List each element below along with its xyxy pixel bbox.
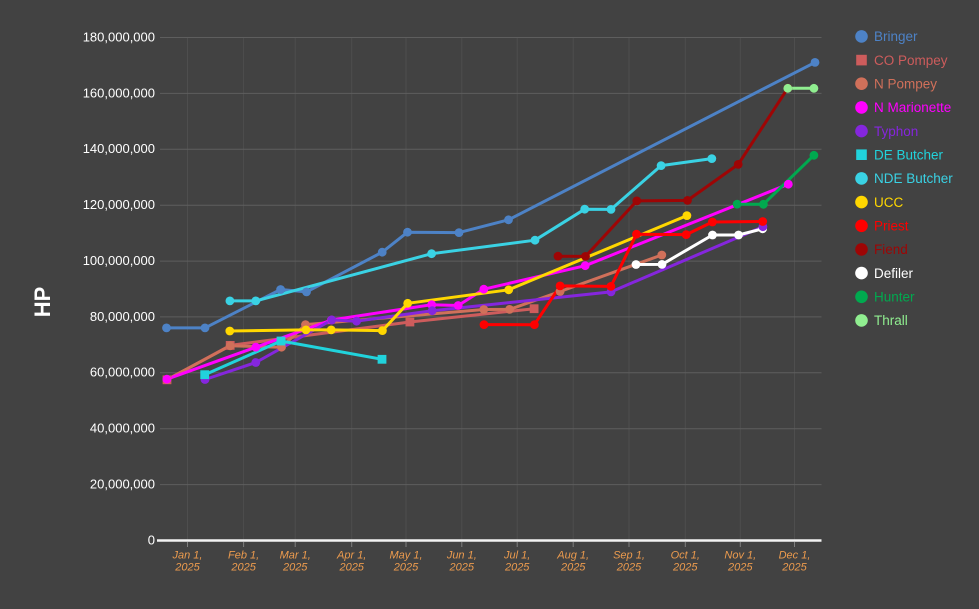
svg-text:20,000,000: 20,000,000 [90,477,155,492]
svg-text:160,000,000: 160,000,000 [83,85,155,100]
svg-text:N Pompey: N Pompey [874,76,937,91]
svg-text:HP: HP [30,287,55,318]
svg-text:NDE Butcher: NDE Butcher [874,171,953,186]
svg-text:0: 0 [148,532,155,547]
svg-text:2025: 2025 [393,562,419,574]
svg-text:Fiend: Fiend [874,242,908,257]
svg-text:Thrall: Thrall [874,313,908,328]
svg-text:2025: 2025 [230,562,256,574]
svg-text:N Marionette: N Marionette [874,100,951,115]
svg-text:2025: 2025 [560,562,586,574]
svg-text:Sep 1,: Sep 1, [613,549,645,561]
svg-text:Typhon: Typhon [874,124,918,139]
svg-text:DE Butcher: DE Butcher [874,147,944,162]
svg-text:120,000,000: 120,000,000 [83,197,155,212]
svg-text:CO Pompey: CO Pompey [874,53,948,68]
svg-text:UCC: UCC [874,195,903,210]
svg-text:2025: 2025 [781,562,807,574]
svg-text:Mar 1,: Mar 1, [280,549,311,561]
svg-text:Bringer: Bringer [874,29,918,44]
svg-text:Apr 1,: Apr 1, [336,549,366,561]
svg-text:Hunter: Hunter [874,290,915,305]
svg-text:Defiler: Defiler [874,266,914,281]
svg-text:Nov 1,: Nov 1, [724,549,756,561]
svg-text:Jul 1,: Jul 1, [503,549,530,561]
svg-text:2025: 2025 [449,562,475,574]
svg-text:2025: 2025 [174,562,200,574]
svg-text:100,000,000: 100,000,000 [83,253,155,268]
svg-text:180,000,000: 180,000,000 [83,29,155,44]
svg-text:Oct 1,: Oct 1, [671,549,700,561]
svg-text:40,000,000: 40,000,000 [90,421,155,436]
svg-text:2025: 2025 [504,562,530,574]
svg-text:80,000,000: 80,000,000 [90,309,155,324]
svg-text:2025: 2025 [338,562,364,574]
svg-text:2025: 2025 [672,562,698,574]
svg-text:Feb 1,: Feb 1, [228,549,259,561]
svg-text:2025: 2025 [727,562,753,574]
svg-text:Priest: Priest [874,219,909,234]
svg-text:Dec 1,: Dec 1, [779,549,811,561]
svg-text:2025: 2025 [616,562,642,574]
svg-text:2025: 2025 [282,562,308,574]
svg-text:Aug 1,: Aug 1, [556,549,589,561]
svg-text:May 1,: May 1, [389,549,422,561]
svg-text:Jun 1,: Jun 1, [446,549,477,561]
svg-text:60,000,000: 60,000,000 [90,365,155,380]
svg-text:Jan 1,: Jan 1, [172,549,203,561]
svg-text:140,000,000: 140,000,000 [83,141,155,156]
